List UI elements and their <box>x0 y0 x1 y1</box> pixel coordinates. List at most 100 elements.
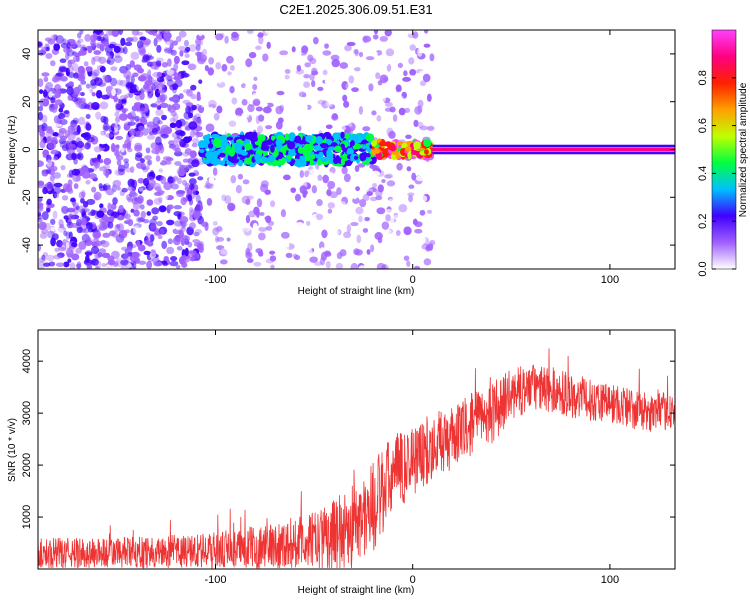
spectrogram-cell <box>59 66 68 73</box>
colorbar-tick-label: 0.0 <box>697 261 709 276</box>
spectrogram-cell <box>314 117 323 124</box>
spectrogram-cell <box>196 131 204 138</box>
spectrogram-cell <box>46 154 52 164</box>
spectrogram-cell <box>144 239 152 246</box>
spectrogram-cell <box>98 185 106 192</box>
spectrogram-cell <box>114 111 120 117</box>
spectrogram-cell <box>353 109 360 115</box>
snr-frame <box>37 329 676 570</box>
spectrogram-cell <box>70 123 78 132</box>
spectrogram-cell <box>239 30 245 37</box>
spectrogram-cell <box>257 139 263 145</box>
spectrogram-cell <box>392 173 399 179</box>
spectrogram-cell <box>158 89 166 94</box>
spectrogram-cell <box>303 81 311 88</box>
spectrogram-cell <box>312 46 319 52</box>
spectrogram-cell <box>176 132 184 140</box>
spectrogram-cell <box>391 236 399 243</box>
spectrogram-cell <box>136 82 141 91</box>
spectrogram-cell <box>275 249 283 259</box>
spectrogram-cell <box>289 51 297 57</box>
spectrogram-cell <box>65 52 70 61</box>
spectrogram-cell <box>212 221 218 226</box>
spectrogram-cell <box>107 202 112 211</box>
spectrogram-cell <box>205 247 211 252</box>
spectrogram-cell <box>288 92 298 99</box>
spectrogram-cell <box>289 82 294 88</box>
spectrogram-cell <box>158 196 163 203</box>
spectrogram-cell <box>294 213 300 221</box>
spectrogram-cell <box>257 32 264 38</box>
spectrogram-cell <box>181 60 190 66</box>
spectrogram-cell <box>345 159 353 167</box>
spectrogram-cell <box>125 93 131 98</box>
spectrogram-cell <box>299 170 305 178</box>
spectrogram-cell <box>369 236 374 243</box>
spectrogram-cell <box>151 30 158 36</box>
spectrogram-cell <box>187 136 193 142</box>
spectrogram-cell <box>364 216 371 222</box>
spectrogram-cell <box>58 127 67 134</box>
spectrogram-cell <box>297 125 302 132</box>
spectrogram-cell <box>102 122 110 132</box>
spectrogram-cell <box>266 102 274 108</box>
spectrogram-cell <box>85 254 90 263</box>
spectrogram-cell <box>60 76 68 82</box>
spectrogram-cell <box>265 225 273 231</box>
colorbar-label: Normalized spectral amplitude <box>738 82 749 217</box>
spectrogram-cell <box>105 188 115 196</box>
spectrogram-cell <box>336 204 345 210</box>
spectrogram-cell <box>365 167 370 176</box>
spectrogram-cell <box>372 148 381 154</box>
spectrogram-cell <box>98 248 107 254</box>
spectrogram-cell <box>84 251 93 256</box>
spectrogram-cell <box>67 258 72 263</box>
spectrogram-cell <box>258 226 267 232</box>
spectrogram-cell <box>324 43 329 49</box>
spectrogram-cell <box>288 132 296 141</box>
spectrogram-cell <box>284 74 290 80</box>
snr-y-ticks: 1000 2000 3000 4000 <box>21 349 675 529</box>
spectrogram-cell <box>61 206 69 215</box>
spectrogram-cell <box>413 265 421 269</box>
spectrogram-cell <box>406 260 411 267</box>
spectrogram-cell <box>159 228 165 235</box>
spectrogram-cell <box>56 227 64 236</box>
spectrogram-cell <box>400 237 406 242</box>
spectrogram-cell <box>58 246 67 252</box>
spectrogram-cell <box>356 133 363 143</box>
spectrogram-cell <box>117 223 124 232</box>
spectrogram-cell <box>119 53 125 59</box>
spectrogram-cell <box>399 240 408 245</box>
spectrogram-cell <box>184 53 190 58</box>
spectrogram-cell <box>212 167 218 176</box>
spectrogram-cell <box>335 262 344 269</box>
spectrogram-cell <box>362 126 371 132</box>
spectrogram-cell <box>377 94 387 103</box>
spectrogram-cell <box>235 200 244 208</box>
spectrogram-cell <box>107 55 113 60</box>
carrier-line-core <box>432 148 675 151</box>
spectrogram-cell <box>164 48 173 54</box>
spectrogram-cell <box>188 121 198 130</box>
spectrogram-cell <box>55 262 65 267</box>
spectrogram-cell <box>239 117 249 125</box>
spectrogram-cell <box>116 92 125 100</box>
spectrogram-cell <box>93 30 103 34</box>
spectrogram-cell <box>67 66 74 73</box>
spectrogram-cell <box>304 62 311 68</box>
spectrogram-cell <box>55 34 64 44</box>
spectrogram-cell <box>172 83 179 90</box>
spectrogram-cell <box>107 221 114 229</box>
spectrogram-cell <box>146 124 153 131</box>
spectrogram-cell <box>119 79 128 87</box>
spectrogram-cell <box>156 44 162 53</box>
spectrogram-cell <box>173 220 183 227</box>
spectrogram-cell <box>273 188 281 194</box>
spectrogram-cell <box>182 151 190 157</box>
spectrogram-cell <box>41 211 49 221</box>
spectrogram-cell <box>191 252 200 260</box>
spectrogram-cell <box>132 261 137 269</box>
spectrogram-cell <box>246 195 254 200</box>
spectrogram-cell <box>386 127 394 137</box>
